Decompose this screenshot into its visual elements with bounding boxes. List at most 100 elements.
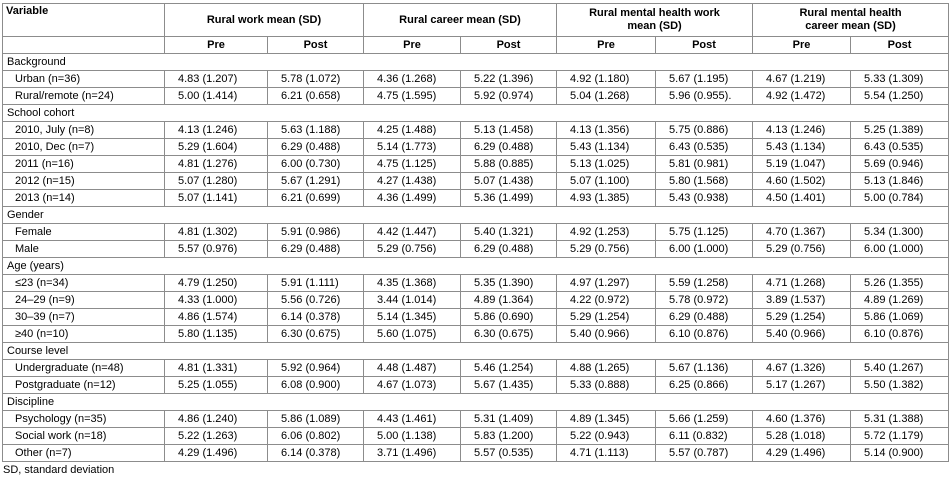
table-container: Variable Rural work mean (SD) Rural career… (1, 3, 950, 462)
subheader-cell: Post (655, 36, 754, 54)
data-cell: 5.56 (0.726) (267, 291, 364, 309)
data-row: Undergraduate (n=48) 4.81 (1.331) 5.92 (0.… (2, 359, 950, 377)
data-cell: 5.92 (0.974) (459, 87, 558, 105)
data-row: 2011 (n=16) 4.81 (1.276) 6.00 (0.730) 4.75 … (2, 155, 950, 173)
data-cell: 6.08 (0.900) (267, 376, 364, 394)
data-cell: 5.00 (0.784) (850, 189, 950, 207)
data-cell: 5.35 (1.390) (459, 274, 558, 292)
row-label: Psychology (n=35) (2, 410, 165, 428)
data-cell: 5.40 (1.321) (459, 223, 558, 241)
data-row: Other (n=7) 4.29 (1.496) 6.14 (0.378) 3.71 … (2, 444, 950, 462)
data-cell: 5.29 (0.756) (556, 240, 657, 258)
group-header: Rural work mean (SD) (164, 3, 364, 37)
data-cell: 5.67 (1.435) (459, 376, 558, 394)
data-cell: 5.80 (1.135) (164, 325, 268, 343)
data-cell: 5.14 (0.900) (850, 444, 950, 462)
data-cell: 3.44 (1.014) (363, 291, 461, 309)
data-cell: 5.60 (1.075) (363, 325, 461, 343)
section-title: Gender (1, 206, 950, 224)
data-cell: 5.14 (1.773) (363, 138, 461, 156)
data-cell: 4.67 (1.219) (752, 70, 852, 88)
row-label: Social work (n=18) (2, 427, 165, 445)
data-cell: 4.67 (1.073) (363, 376, 461, 394)
data-row: Postgraduate (n=12) 5.25 (1.055) 6.08 (0.9… (2, 376, 950, 394)
section-title: Course level (1, 342, 950, 360)
data-cell: 5.43 (1.134) (556, 138, 657, 156)
data-cell: 5.13 (1.458) (459, 121, 558, 139)
data-cell: 5.69 (0.946) (850, 155, 950, 173)
data-cell: 5.57 (0.787) (655, 444, 754, 462)
data-cell: 4.60 (1.376) (752, 410, 852, 428)
data-cell: 4.93 (1.385) (556, 189, 657, 207)
group-header: Rural career mean (SD) (362, 3, 558, 37)
data-cell: 6.00 (1.000) (850, 240, 950, 258)
data-cell: 5.43 (1.134) (752, 138, 852, 156)
data-cell: 6.43 (0.535) (655, 138, 754, 156)
data-cell: 4.81 (1.331) (164, 359, 268, 377)
data-cell: 6.29 (0.488) (459, 240, 558, 258)
data-cell: 4.97 (1.297) (556, 274, 657, 292)
data-cell: 5.86 (1.089) (267, 410, 364, 428)
data-cell: 5.31 (1.409) (459, 410, 558, 428)
data-row: 2010, July (n=8) 4.13 (1.246) 5.63 (1.188)… (2, 121, 950, 139)
data-cell: 6.30 (0.675) (459, 325, 558, 343)
data-cell: 4.60 (1.502) (752, 172, 852, 190)
data-cell: 4.88 (1.265) (556, 359, 657, 377)
section-row: Course level (1, 342, 950, 360)
data-cell: 4.48 (1.487) (363, 359, 461, 377)
data-cell: 5.22 (1.396) (459, 70, 558, 88)
data-cell: 4.42 (1.447) (363, 223, 461, 241)
data-cell: 5.19 (1.047) (752, 155, 852, 173)
row-label: ≤23 (n=34) (2, 274, 165, 292)
data-cell: 6.00 (1.000) (655, 240, 754, 258)
data-row: 2012 (n=15) 5.07 (1.280) 5.67 (1.291) 4.27 … (2, 172, 950, 190)
data-cell: 6.14 (0.378) (267, 444, 364, 462)
data-cell: 5.63 (1.188) (267, 121, 364, 139)
data-cell: 5.33 (1.309) (850, 70, 950, 88)
subheader-cell: Pre (752, 36, 852, 54)
data-row: Female 4.81 (1.302) 5.91 (0.986) 4.42 (1.44… (2, 223, 950, 241)
results-table: Variable Rural work mean (SD) Rural career… (1, 3, 950, 462)
data-cell: 5.00 (1.138) (363, 427, 461, 445)
data-cell: 5.86 (0.690) (459, 308, 558, 326)
data-cell: 5.26 (1.355) (850, 274, 950, 292)
data-cell: 6.43 (0.535) (850, 138, 950, 156)
data-cell: 5.57 (0.535) (459, 444, 558, 462)
data-cell: 6.00 (0.730) (267, 155, 364, 173)
data-row: ≤23 (n=34) 4.79 (1.250) 5.91 (1.111) 4.35 (… (2, 274, 950, 292)
data-row: 2010, Dec (n=7) 5.29 (1.604) 6.29 (0.488) 5… (2, 138, 950, 156)
data-cell: 4.13 (1.246) (752, 121, 852, 139)
row-label: Postgraduate (n=12) (2, 376, 165, 394)
data-cell: 5.25 (1.389) (850, 121, 950, 139)
data-cell: 5.04 (1.268) (556, 87, 657, 105)
row-label: Undergraduate (n=48) (2, 359, 165, 377)
data-cell: 6.14 (0.378) (267, 308, 364, 326)
data-cell: 5.54 (1.250) (850, 87, 950, 105)
section-title: Discipline (1, 393, 950, 411)
data-cell: 6.21 (0.658) (267, 87, 364, 105)
data-cell: 6.29 (0.488) (655, 308, 754, 326)
data-cell: 5.72 (1.179) (850, 427, 950, 445)
data-cell: 5.75 (0.886) (655, 121, 754, 139)
data-cell: 4.86 (1.240) (164, 410, 268, 428)
data-cell: 5.86 (1.069) (850, 308, 950, 326)
data-cell: 6.29 (0.488) (267, 240, 364, 258)
header-cell: Variable (2, 3, 165, 37)
row-label: 24–29 (n=9) (2, 291, 165, 309)
data-cell: 5.50 (1.382) (850, 376, 950, 394)
data-cell: 5.67 (1.291) (267, 172, 364, 190)
section-row: School cohort (1, 104, 950, 122)
data-cell: 5.75 (1.125) (655, 223, 754, 241)
data-cell: 4.33 (1.000) (164, 291, 268, 309)
subheader-cell: Pre (164, 36, 268, 54)
data-cell: 5.07 (1.100) (556, 172, 657, 190)
data-cell: 5.43 (0.938) (655, 189, 754, 207)
data-cell: 5.29 (1.604) (164, 138, 268, 156)
data-cell: 5.28 (1.018) (752, 427, 852, 445)
data-cell: 5.66 (1.259) (655, 410, 754, 428)
data-cell: 4.83 (1.207) (164, 70, 268, 88)
data-cell: 4.25 (1.488) (363, 121, 461, 139)
data-cell: 6.29 (0.488) (459, 138, 558, 156)
data-cell: 6.21 (0.699) (267, 189, 364, 207)
data-cell: 4.92 (1.253) (556, 223, 657, 241)
